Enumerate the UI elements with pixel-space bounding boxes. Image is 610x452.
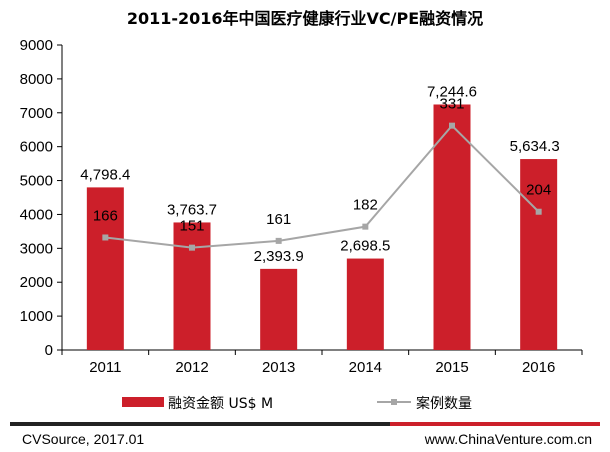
- legend-bar-swatch: [122, 397, 164, 407]
- data-labels: 4,798.4 3,763.7 2,393.9 2,698.5 7,244.6 5,634…: [80, 83, 559, 264]
- bar: [520, 159, 558, 350]
- x-axis: 2011 2012 2013 2014 2015 2016: [61, 349, 583, 376]
- line-value-label: 204: [526, 182, 551, 199]
- footer-divider-dark: [10, 422, 390, 426]
- y-tick-label: 1000: [20, 308, 53, 325]
- bar-value-label: 4,798.4: [80, 166, 130, 183]
- line-value-label: 331: [439, 96, 464, 113]
- bar: [86, 187, 124, 350]
- y-axis: 0 1000 2000 3000 4000 5000 6000 7000 8000 9000: [20, 37, 63, 359]
- y-tick-label: 4000: [20, 206, 53, 223]
- x-tick-label: 2013: [262, 359, 295, 376]
- footer-divider-red: [390, 422, 600, 426]
- footer: CVSource, 2017.01 www.ChinaVenture.com.c…: [10, 422, 600, 447]
- line-marker: [449, 122, 455, 129]
- y-tick-label: 7000: [20, 105, 53, 122]
- legend: 融资金额 US$ M 案例数量: [122, 395, 472, 412]
- line-marker: [189, 244, 195, 251]
- x-tick-label: 2011: [89, 359, 121, 376]
- line-marker: [102, 234, 109, 241]
- bar: [433, 104, 471, 350]
- line-series: [102, 122, 542, 251]
- y-tick-label: 2000: [20, 274, 53, 291]
- footer-website: www.ChinaVenture.com.cn: [424, 431, 592, 447]
- bar: [346, 258, 384, 350]
- line-marker: [362, 223, 369, 230]
- bar-value-label: 2,698.5: [340, 238, 390, 255]
- legend-line-label: 案例数量: [416, 395, 472, 412]
- legend-bar-label: 融资金额 US$ M: [168, 396, 273, 412]
- bar-series: [86, 104, 558, 350]
- x-tick-label: 2015: [435, 359, 468, 376]
- y-tick-label: 5000: [20, 173, 53, 190]
- x-tick-label: 2014: [349, 359, 382, 376]
- bar-value-label: 2,393.9: [254, 248, 304, 265]
- bar-value-label: 5,634.3: [510, 138, 560, 155]
- line-marker: [275, 237, 282, 244]
- y-tick-label: 8000: [20, 71, 53, 88]
- chart-title: 2011-2016年中国医疗健康行业VC/PE融资情况: [127, 9, 483, 28]
- line-value-label: 166: [93, 207, 118, 224]
- y-tick-label: 3000: [20, 240, 53, 257]
- y-tick-label: 9000: [20, 37, 53, 54]
- line-value-label: 182: [353, 197, 378, 214]
- y-tick-label: 6000: [20, 139, 53, 156]
- footer-source: CVSource, 2017.01: [22, 431, 144, 447]
- bar: [260, 268, 298, 350]
- line-value-label: 161: [266, 211, 291, 228]
- x-tick-label: 2012: [175, 359, 208, 376]
- line-value-label: 151: [179, 218, 204, 235]
- legend-line-marker: [391, 399, 397, 405]
- line-marker: [535, 208, 542, 215]
- bar-value-label: 7,244.6: [427, 83, 477, 100]
- bar: [173, 222, 211, 350]
- bar-value-label: 3,763.7: [167, 201, 217, 218]
- x-tick-label: 2016: [522, 359, 555, 376]
- y-tick-label: 0: [45, 342, 53, 359]
- line-path: [105, 124, 540, 249]
